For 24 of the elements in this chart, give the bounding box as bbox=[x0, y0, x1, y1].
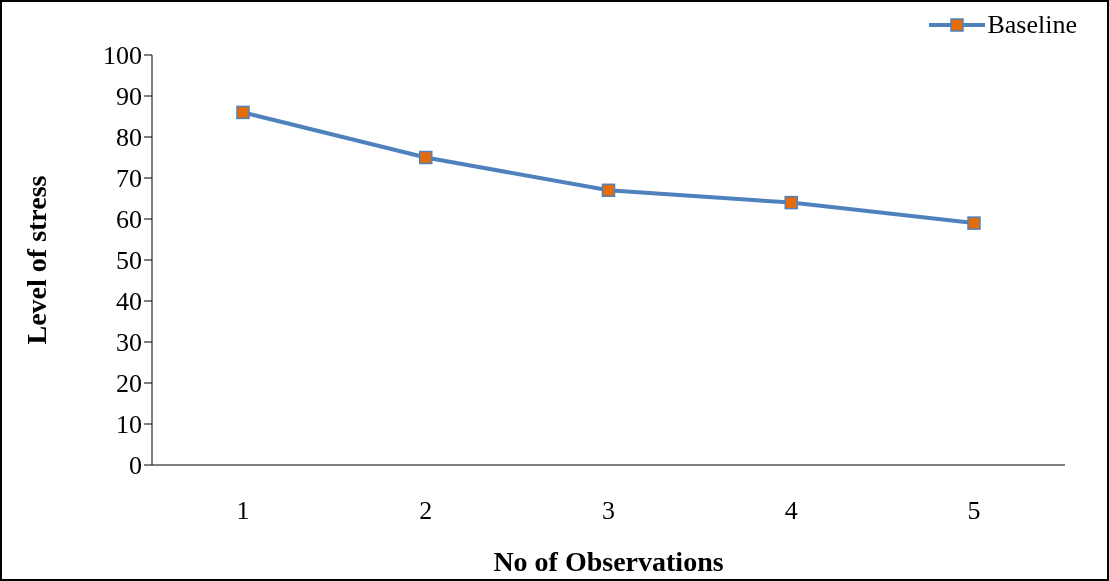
point bbox=[601, 183, 616, 198]
x-tick-label: 3 bbox=[602, 496, 615, 526]
point bbox=[419, 150, 433, 165]
point bbox=[236, 105, 250, 120]
x-tick-label: 2 bbox=[419, 496, 433, 526]
y-tick-label: 20 bbox=[116, 369, 142, 399]
x-tick-label: 5 bbox=[967, 496, 981, 526]
y-tick-label: 80 bbox=[116, 123, 142, 153]
y-tick-label: 30 bbox=[116, 328, 142, 358]
y-tick-label: 70 bbox=[116, 164, 142, 194]
x-tick-label: 4 bbox=[784, 496, 798, 526]
x-tick-label: 1 bbox=[236, 496, 250, 526]
x-axis-title: No of Observations bbox=[493, 546, 724, 577]
y-tick-label: 40 bbox=[116, 287, 142, 317]
y-tick-label: 50 bbox=[116, 246, 142, 276]
y-tick-label: 10 bbox=[116, 410, 142, 440]
y-tick-label: 0 bbox=[129, 451, 142, 481]
y-tick-label: 100 bbox=[103, 41, 142, 71]
point bbox=[784, 195, 798, 210]
y-axis-title: Level of stress bbox=[20, 175, 52, 345]
y-tick-label: 60 bbox=[116, 205, 142, 235]
point bbox=[967, 216, 981, 230]
legend-label: Baseline bbox=[987, 10, 1077, 40]
y-tick-label: 90 bbox=[116, 82, 142, 112]
